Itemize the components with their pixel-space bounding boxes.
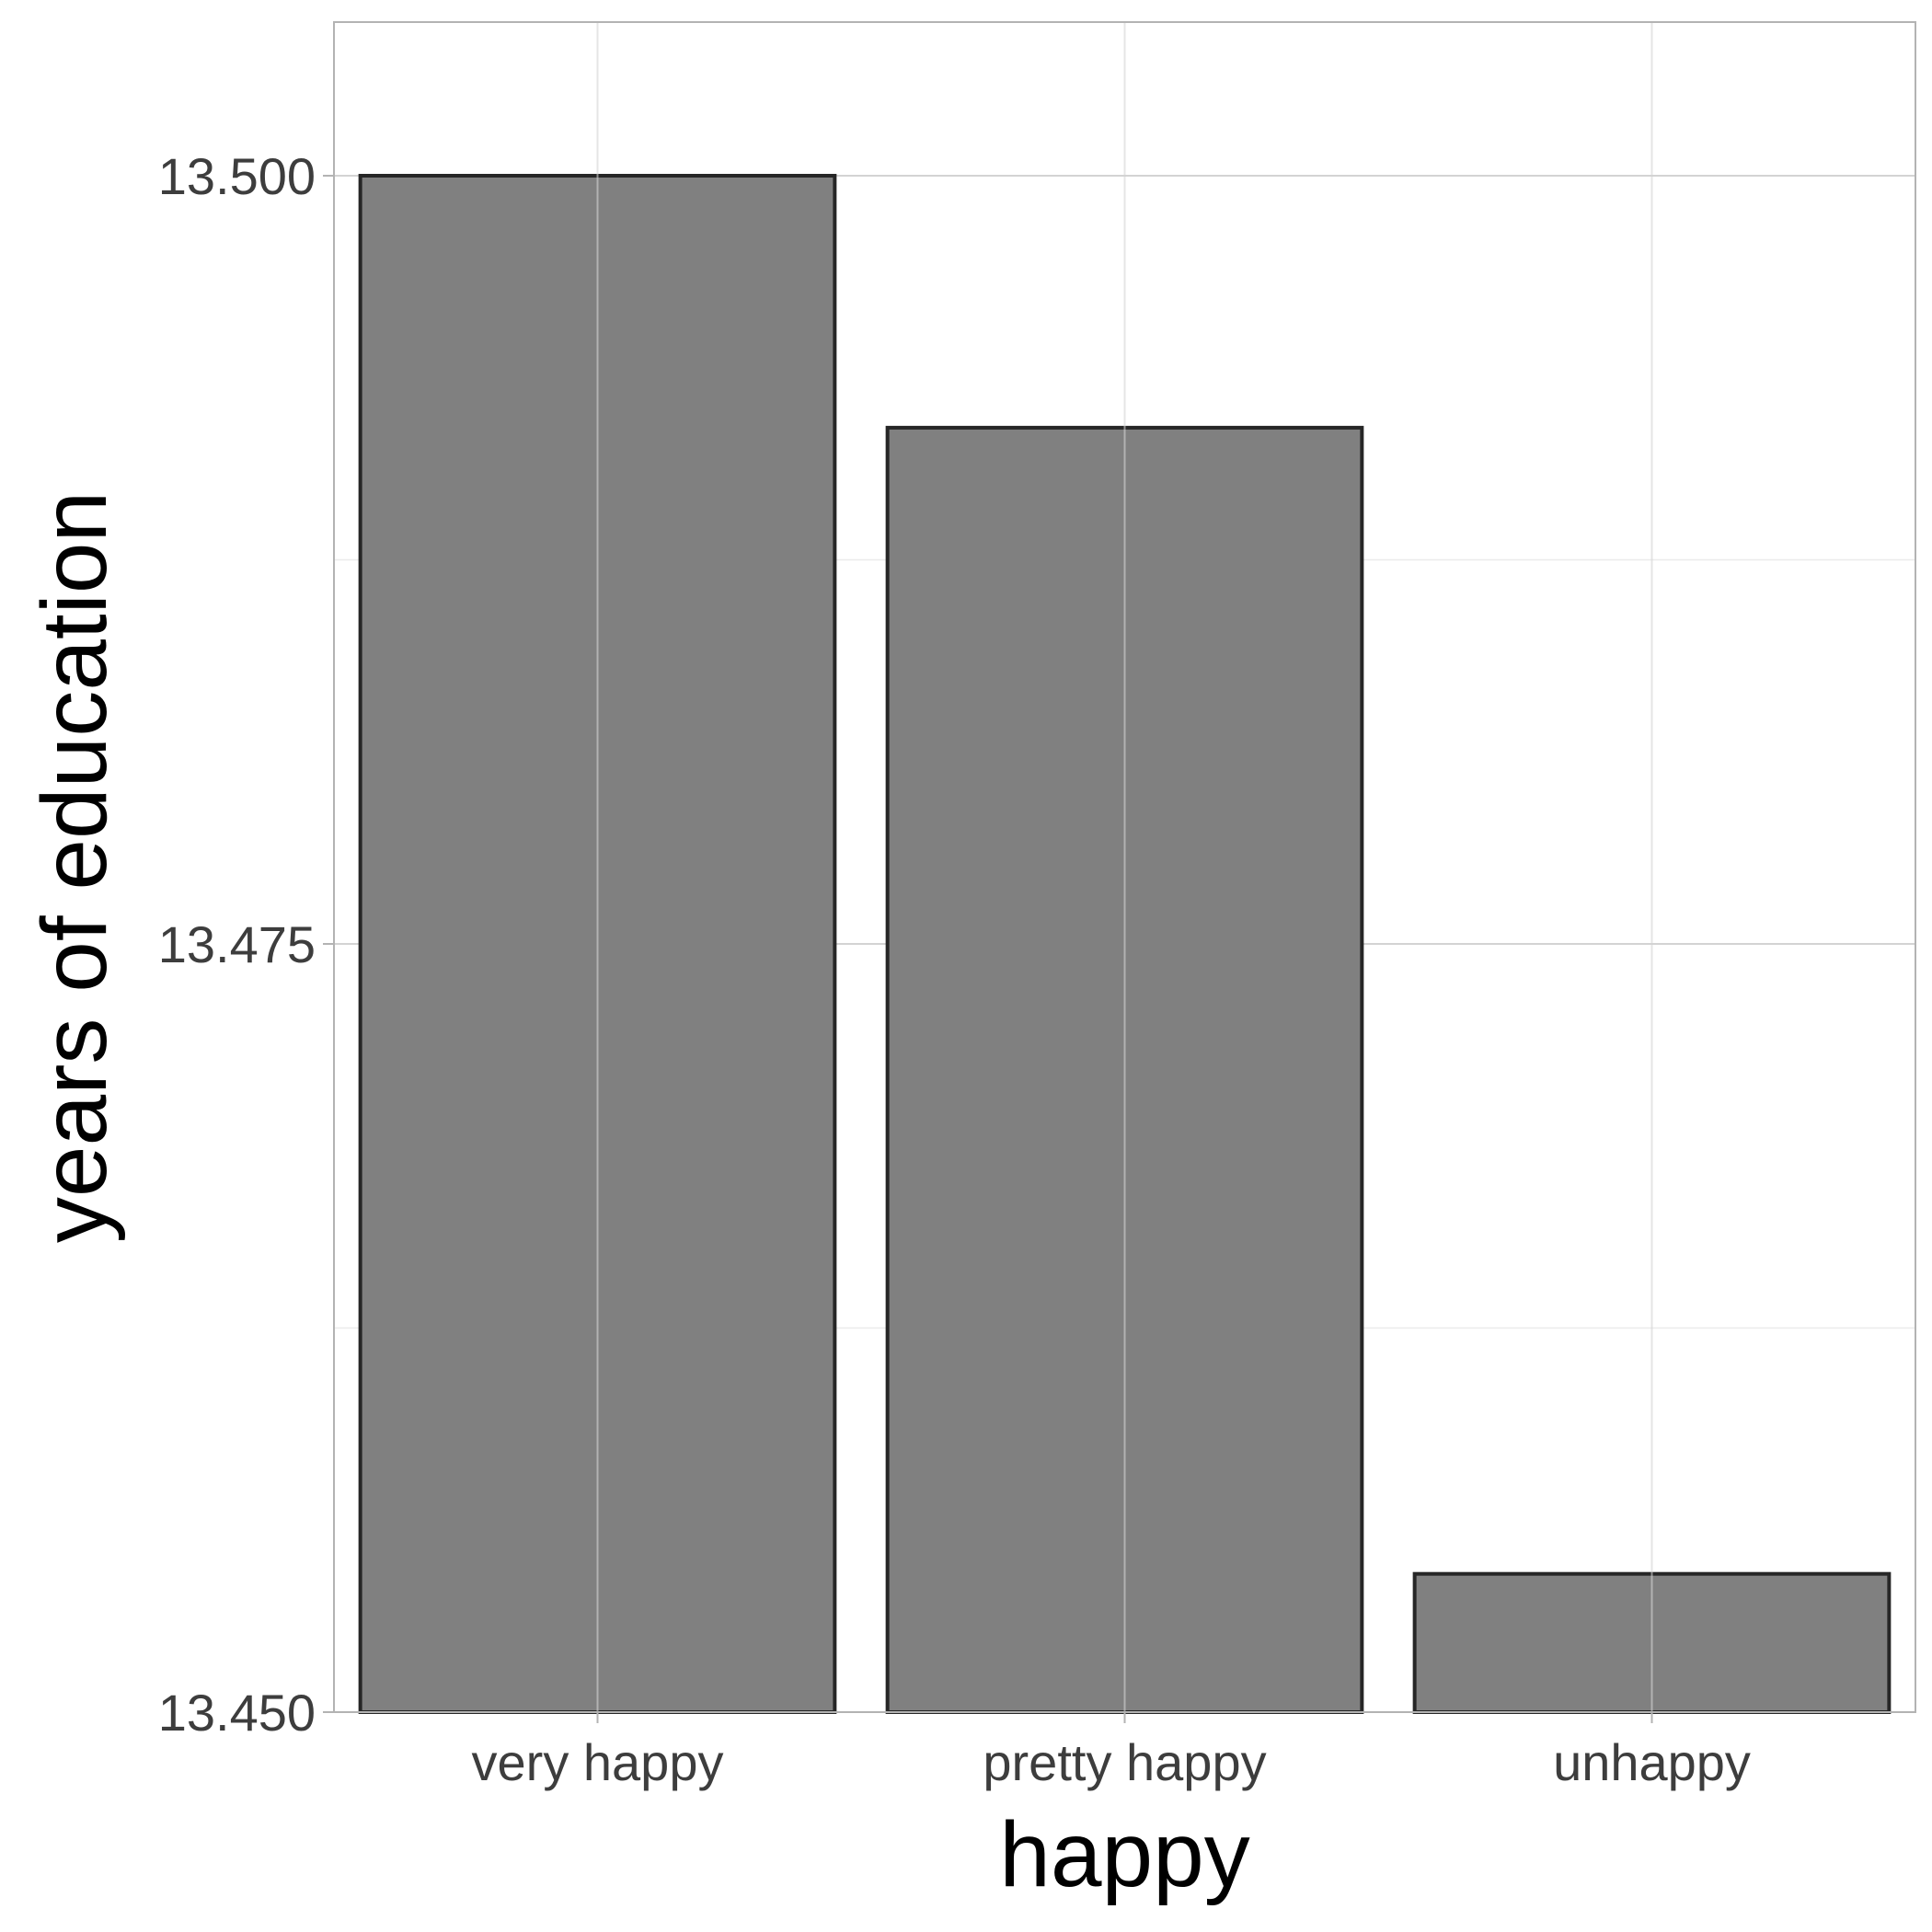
y-axis-title: years of education — [23, 491, 126, 1243]
y-tick-label: 13.475 — [158, 915, 316, 973]
y-axis-ticks: 13.450 13.475 13.500 — [158, 147, 334, 1742]
vertical-grid-lines — [596, 22, 1653, 1712]
x-tick-label: very happy — [472, 1733, 724, 1791]
x-axis-ticks: very happy pretty happy unhappy — [472, 1712, 1751, 1791]
x-tick-label: pretty happy — [983, 1733, 1266, 1791]
y-tick-label: 13.450 — [158, 1684, 316, 1742]
x-tick-label: unhappy — [1553, 1733, 1751, 1791]
y-tick-label: 13.500 — [158, 147, 316, 205]
x-axis-title: happy — [999, 1803, 1249, 1906]
